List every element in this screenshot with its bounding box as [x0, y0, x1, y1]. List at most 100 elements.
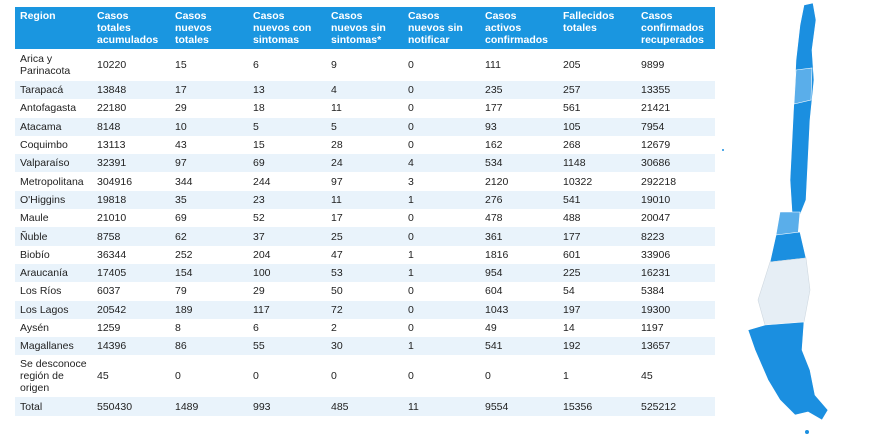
table-row: Metropolitana 304916 344 244 97 3 2120 10322 292…	[15, 172, 715, 190]
region-cell: Araucanía	[15, 263, 92, 283]
value-cell: 100	[248, 263, 326, 283]
value-cell: 235	[480, 81, 558, 100]
value-cell: 45	[641, 370, 653, 383]
value-cell: 12679	[641, 139, 671, 152]
value-cell: 3	[408, 175, 414, 188]
value-cell: 954	[480, 263, 558, 283]
value-cell: 72	[326, 300, 403, 319]
value-cell: 0	[408, 59, 414, 71]
value-cell: 54	[563, 285, 575, 298]
value-cell: 1	[403, 190, 480, 210]
value-cell: 1043	[480, 300, 558, 319]
value-cell: 52	[253, 212, 265, 225]
covid-table: Region Casos totales acumulados Casos nuev…	[15, 7, 715, 416]
value-cell: 8	[175, 322, 181, 334]
column-header: Casos nuevos totales	[170, 7, 248, 49]
region-cell: Atacama	[15, 117, 92, 136]
value-cell: 6	[253, 59, 259, 71]
region-cell: O'Higgins	[15, 190, 92, 210]
value-cell: 49	[485, 322, 497, 334]
value-cell: 6	[253, 322, 259, 334]
value-cell: 1816	[485, 248, 509, 261]
value-cell: 4	[326, 81, 403, 100]
value-cell: 2120	[485, 175, 509, 188]
value-cell: 192	[558, 337, 636, 356]
value-cell: 204	[253, 248, 271, 261]
table-row: Araucanía 17405 154 100 53 1 954 225 16231	[15, 263, 715, 283]
value-cell: 361	[480, 227, 558, 246]
map-center	[769, 231, 807, 263]
region-cell: Biobío	[20, 248, 50, 261]
region-cell: Maule	[20, 212, 49, 225]
value-cell: 29	[175, 102, 187, 115]
value-cell: 0	[408, 370, 414, 383]
value-cell: 35	[170, 190, 248, 210]
value-cell: 62	[170, 227, 248, 246]
value-cell: 197	[558, 300, 636, 319]
value-cell: 97	[170, 154, 248, 173]
value-cell: 5384	[641, 285, 665, 298]
value-cell: 13113	[97, 139, 126, 152]
value-cell: 0	[403, 117, 480, 136]
value-cell: 11	[326, 190, 403, 210]
value-cell: 22180	[97, 102, 127, 115]
value-cell: 11	[403, 397, 480, 416]
table-row: Valparaíso 32391 97 69 24 4 534 1148 30686	[15, 154, 715, 173]
value-cell: 1489	[170, 397, 248, 416]
value-cell: 485	[326, 397, 403, 416]
region-cell: Metropolitana	[20, 175, 84, 188]
value-cell: 55	[248, 337, 326, 356]
value-cell: 1197	[641, 322, 664, 334]
value-cell: 601	[563, 248, 581, 261]
column-header: Casos totales acumulados	[92, 7, 170, 49]
value-cell: 19300	[636, 300, 715, 319]
value-cell: 0	[175, 370, 181, 383]
value-cell: 276	[480, 190, 558, 210]
value-cell: 30686	[636, 154, 715, 173]
value-cell: 292218	[641, 175, 677, 188]
value-cell: 8223	[636, 227, 715, 246]
table-row: Tarapacá 13848 17 13 4 0 235 257 13355	[15, 81, 715, 100]
table-row: Maule 21010 69 52 17 0 478 488 20047	[15, 209, 715, 227]
value-cell: 9899	[641, 59, 665, 71]
column-header: Casos nuevos con sintomas	[248, 7, 326, 49]
value-cell: 1	[408, 248, 414, 261]
value-cell: 69	[175, 212, 187, 225]
value-cell: 28	[331, 139, 343, 152]
column-header: Fallecidos totales	[558, 7, 636, 49]
value-cell: 561	[563, 102, 581, 115]
region-cell: Se desconoce región de origen	[20, 358, 87, 395]
value-cell: 534	[480, 154, 558, 173]
value-cell: 21421	[641, 102, 671, 115]
value-cell: 9554	[480, 397, 558, 416]
value-cell: 45	[97, 370, 109, 383]
value-cell: 541	[558, 190, 636, 210]
table-row: Aysén 1259 8 6 2 0 49 14 1197	[15, 319, 715, 337]
value-cell: 8758	[92, 227, 170, 246]
value-cell: 0	[408, 139, 414, 152]
value-cell: 993	[248, 397, 326, 416]
region-cell: Total	[15, 397, 92, 416]
column-header: Region	[15, 7, 92, 49]
table-row: Ñuble 8758 62 37 25 0 361 177 8223	[15, 227, 715, 246]
region-cell: Antofagasta	[20, 102, 77, 115]
value-cell: 36344	[97, 248, 127, 261]
region-cell: Los Lagos	[15, 300, 92, 319]
value-cell: 541	[480, 337, 558, 356]
table-row: Se desconoce región de origen 45 0 0 0 0 0 1 45	[15, 355, 715, 397]
chile-map	[722, 2, 829, 434]
value-cell: 154	[170, 263, 248, 283]
value-cell: 304916	[97, 175, 133, 188]
column-header: Casos nuevos sin sintomas*	[326, 7, 403, 49]
value-cell: 0	[408, 285, 414, 298]
value-cell: 177	[485, 102, 503, 115]
table-row: O'Higgins 19818 35 23 11 1 276 541 19010	[15, 190, 715, 210]
header-row: Region Casos totales acumulados Casos nuev…	[15, 7, 715, 49]
value-cell: 11	[331, 102, 342, 115]
value-cell: 1	[563, 370, 569, 383]
value-cell: 17405	[92, 263, 170, 283]
value-cell: 0	[485, 370, 491, 383]
value-cell: 0	[253, 370, 259, 383]
value-cell: 23	[248, 190, 326, 210]
